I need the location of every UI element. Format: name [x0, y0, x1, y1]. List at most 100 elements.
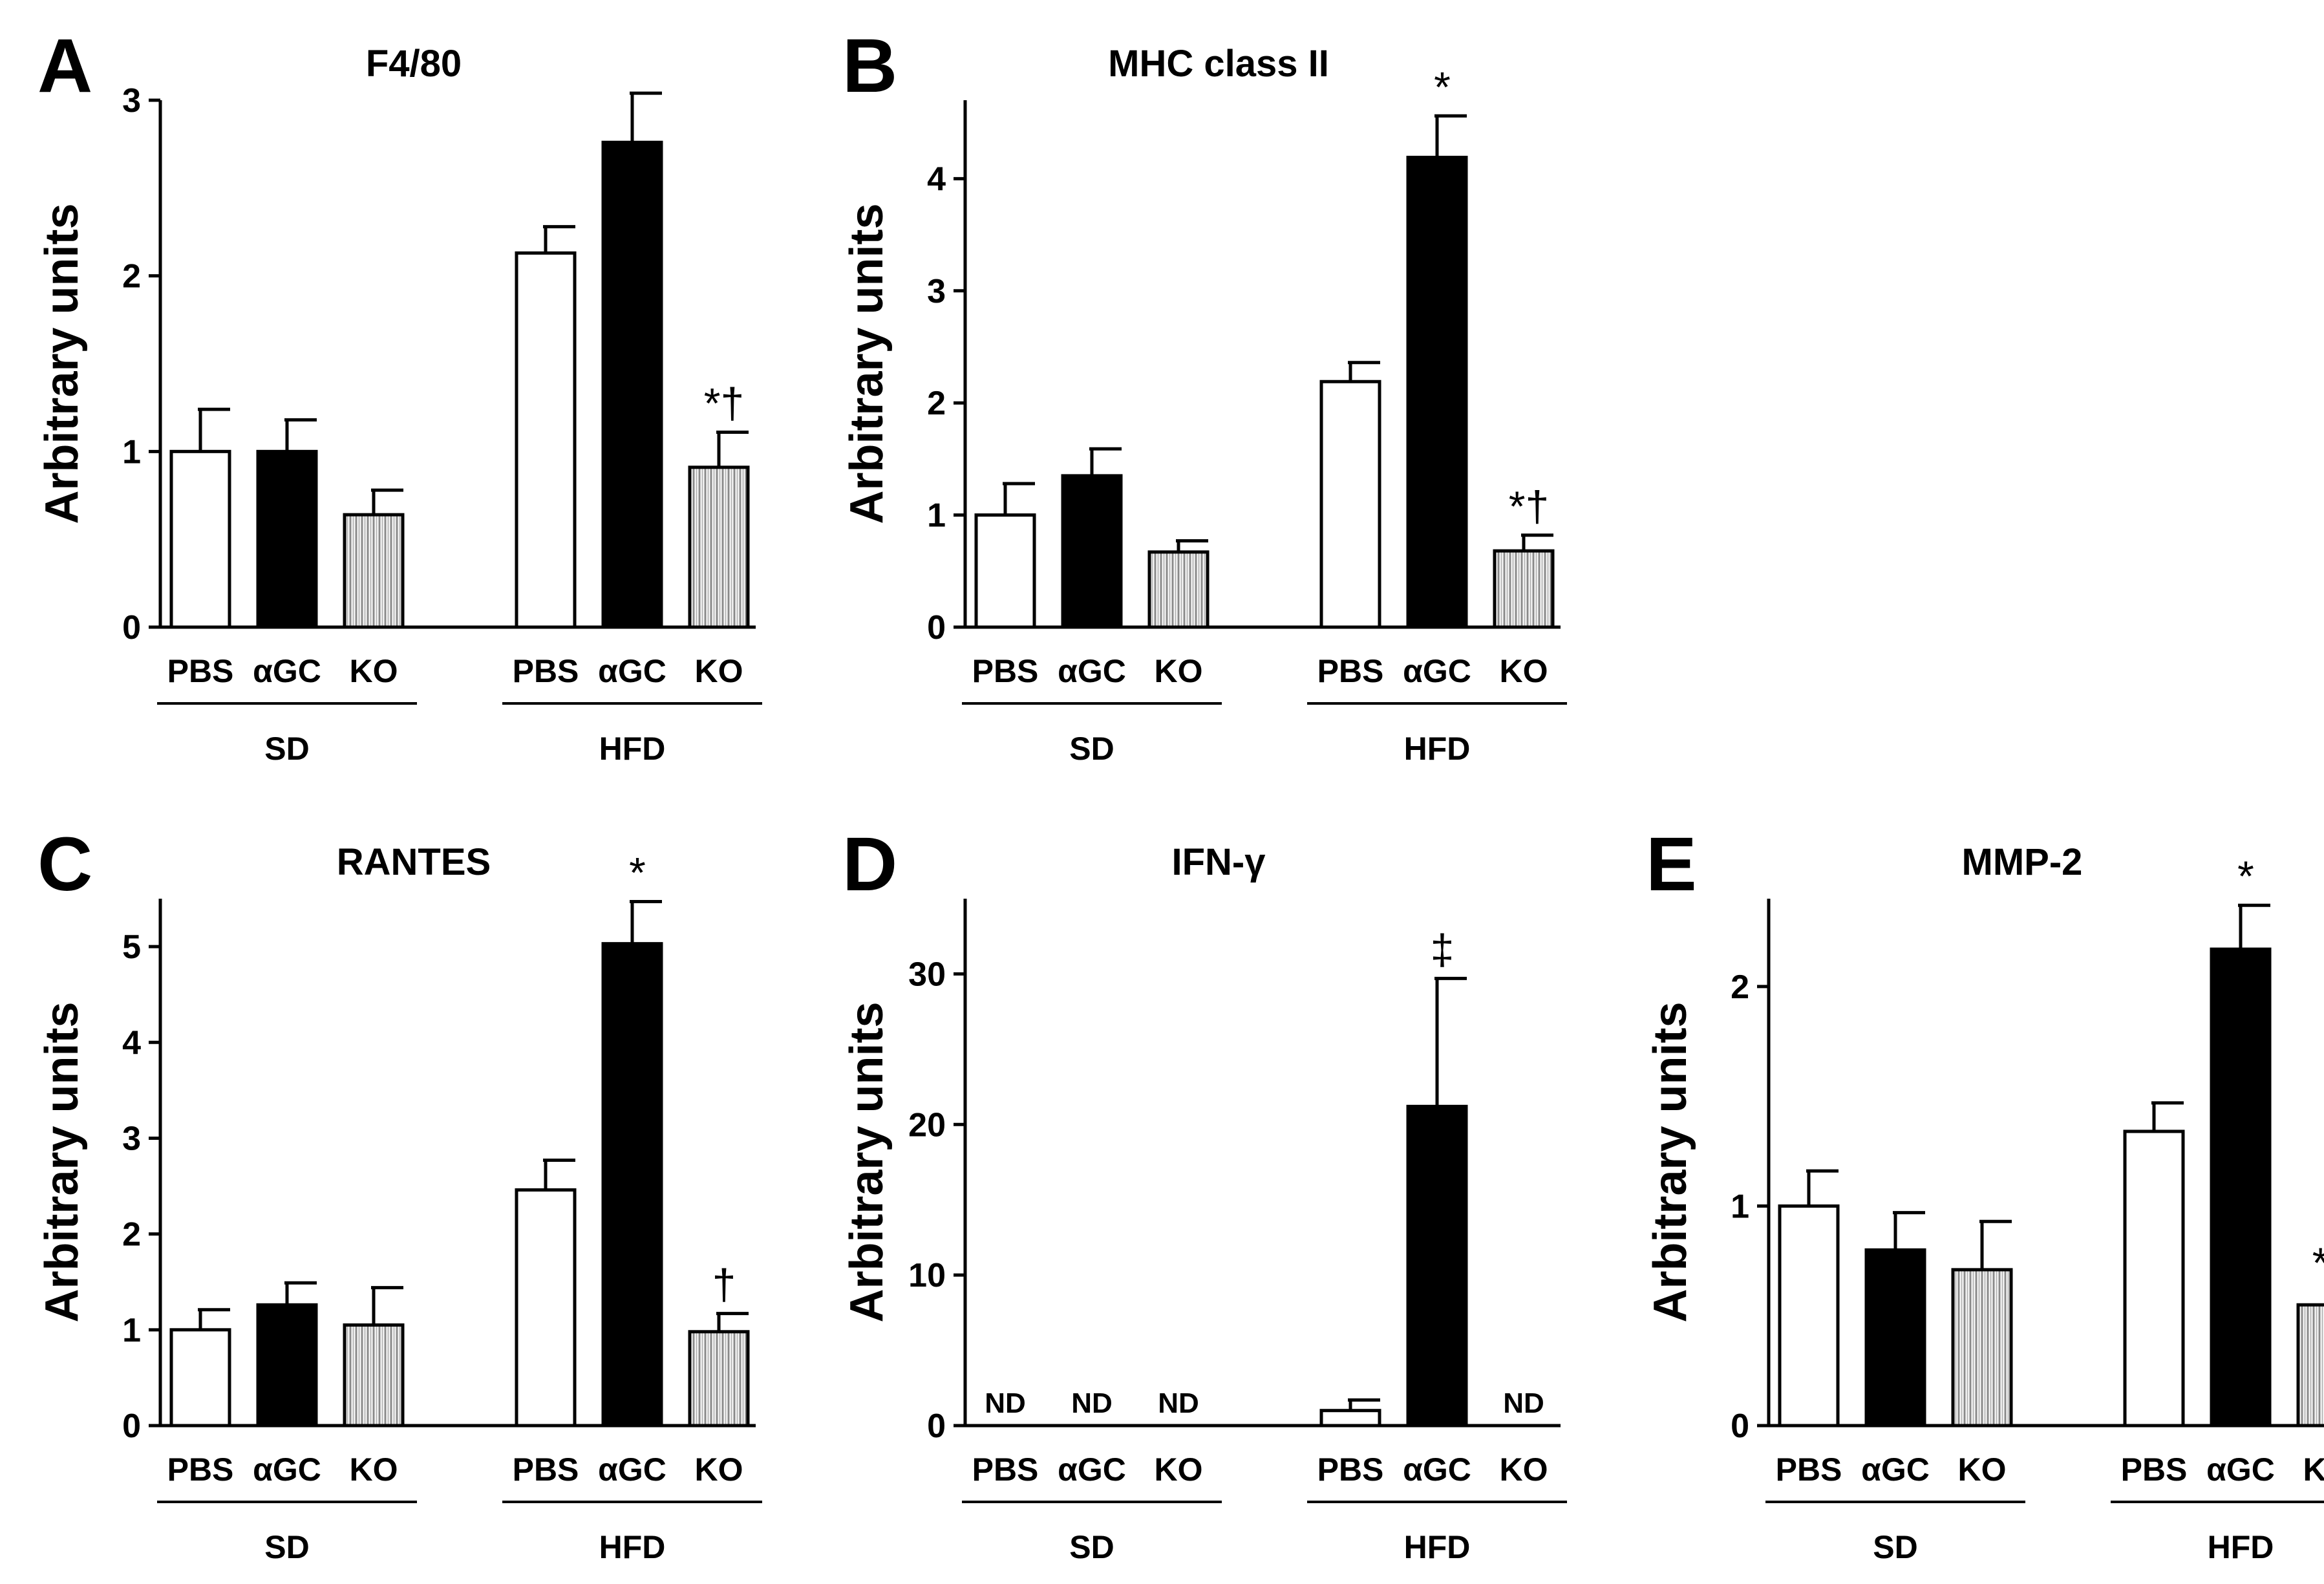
y-tick-label: 2 — [122, 258, 141, 295]
bar — [1864, 1248, 1926, 1428]
y-tick-label: 20 — [908, 1106, 946, 1144]
bar — [601, 942, 663, 1428]
x-category-label: KO — [695, 653, 743, 689]
bar — [169, 449, 231, 629]
x-category-label: αGC — [1403, 653, 1471, 689]
significance-mark: *† — [2312, 1239, 2324, 1287]
y-tick-label: 1 — [927, 497, 946, 535]
significance-mark: * — [2237, 852, 2254, 900]
panel-c: C RANTES Arbitrary units 0 1 2 3 4 5 PBS αGC KO PBS *… — [36, 822, 762, 1565]
panel-letter: C — [37, 822, 92, 907]
x-category-label: PBS — [167, 1451, 234, 1488]
y-tick-label: 3 — [927, 273, 946, 310]
y-tick-label: 0 — [1731, 1407, 1749, 1445]
nd-label: ND — [1071, 1387, 1113, 1419]
nd-label: ND — [1503, 1387, 1544, 1419]
group-label: HFD — [1404, 1529, 1471, 1565]
bar — [1493, 549, 1555, 629]
nd-label: ND — [985, 1387, 1026, 1419]
y-tick-label: 0 — [927, 609, 946, 647]
significance-mark: * — [629, 848, 646, 896]
chart-title: IFN-γ — [1172, 841, 1266, 883]
panel-letter: D — [842, 822, 897, 907]
bar — [2296, 1303, 2324, 1428]
significance-mark: ‡ — [1431, 925, 1455, 973]
bar — [688, 466, 750, 629]
bar — [256, 1303, 318, 1428]
panel-letter: E — [1646, 822, 1697, 907]
x-category-label: PBS — [513, 1451, 579, 1488]
group-label: HFD — [2208, 1529, 2274, 1565]
chart-title: F4/80 — [366, 43, 462, 85]
x-category-label: PBS — [1776, 1451, 1842, 1488]
x-category-label: KO — [1500, 653, 1548, 689]
bar — [1319, 1409, 1381, 1428]
panel-letter: A — [37, 23, 92, 109]
x-category-label: PBS — [1317, 653, 1384, 689]
y-tick-label: 5 — [122, 928, 141, 966]
y-tick-label: 1 — [1731, 1188, 1749, 1225]
panel-letter: B — [842, 23, 897, 109]
bar — [515, 1188, 577, 1428]
bar — [515, 251, 577, 629]
x-category-label: PBS — [972, 1451, 1039, 1488]
nd-label: ND — [1158, 1387, 1199, 1419]
group-label: SD — [264, 1529, 309, 1565]
x-category-label: PBS — [513, 653, 579, 689]
bar — [1061, 474, 1123, 629]
x-category-label: PBS — [167, 653, 234, 689]
significance-mark: † — [712, 1261, 736, 1309]
x-category-label: αGC — [1403, 1451, 1471, 1488]
bar — [1406, 1104, 1468, 1428]
x-category-label: KO — [1155, 653, 1203, 689]
x-category-label: αGC — [2206, 1451, 2275, 1488]
bar — [974, 513, 1036, 629]
bar — [169, 1328, 231, 1428]
significance-mark: *† — [704, 379, 744, 427]
y-tick-label: 1 — [122, 1312, 141, 1349]
y-axis-label: Arbitrary units — [36, 1001, 88, 1322]
y-tick-label: 0 — [122, 1407, 141, 1445]
x-category-label: KO — [1500, 1451, 1548, 1488]
bar — [1406, 155, 1468, 629]
group-label: SD — [1873, 1529, 1917, 1565]
bar — [256, 449, 318, 629]
bar — [1778, 1204, 1840, 1428]
group-label: HFD — [599, 731, 666, 767]
bar — [1147, 550, 1210, 629]
y-axis-label: Arbitrary units — [841, 1001, 893, 1322]
x-category-label: KO — [2303, 1451, 2324, 1488]
y-tick-label: 3 — [122, 82, 141, 120]
y-axis-label: Arbitrary units — [36, 203, 88, 524]
panel-b: B MHC class II Arbitrary units 0 1 2 3 4 PBS αGC K… — [841, 23, 1567, 767]
group-label: HFD — [1404, 731, 1471, 767]
y-tick-label: 2 — [122, 1216, 141, 1254]
x-category-label: αGC — [253, 653, 321, 689]
bar — [343, 513, 405, 629]
significance-mark: * — [1434, 63, 1451, 111]
bar — [688, 1330, 750, 1428]
panel-d: D IFN-γ Arbitrary units 0 10 20 30 ND PBS ND αGC ND… — [841, 822, 1567, 1565]
y-tick-label: 10 — [908, 1257, 946, 1294]
panel-a: A F4/80 Arbitrary units 0 1 2 3 PBS αGC KO PBS αGC *… — [36, 23, 762, 767]
chart-title: RANTES — [337, 841, 491, 883]
y-tick-label: 0 — [122, 609, 141, 647]
y-tick-label: 3 — [122, 1120, 141, 1157]
x-category-label: PBS — [1317, 1451, 1384, 1488]
significance-mark: *† — [1509, 482, 1549, 530]
x-category-label: PBS — [972, 653, 1039, 689]
y-tick-label: 30 — [908, 956, 946, 993]
bar — [343, 1323, 405, 1428]
x-category-label: αGC — [598, 1451, 666, 1488]
bar — [1951, 1268, 2013, 1428]
bar — [2123, 1129, 2185, 1428]
x-category-label: KO — [350, 1451, 398, 1488]
y-axis-label: Arbitrary units — [841, 203, 893, 524]
y-tick-label: 4 — [927, 160, 946, 198]
group-label: SD — [1069, 731, 1114, 767]
y-tick-label: 2 — [927, 385, 946, 422]
y-axis-label: Arbitrary units — [1645, 1001, 1696, 1322]
y-tick-label: 2 — [1731, 969, 1749, 1006]
group-label: HFD — [599, 1529, 666, 1565]
